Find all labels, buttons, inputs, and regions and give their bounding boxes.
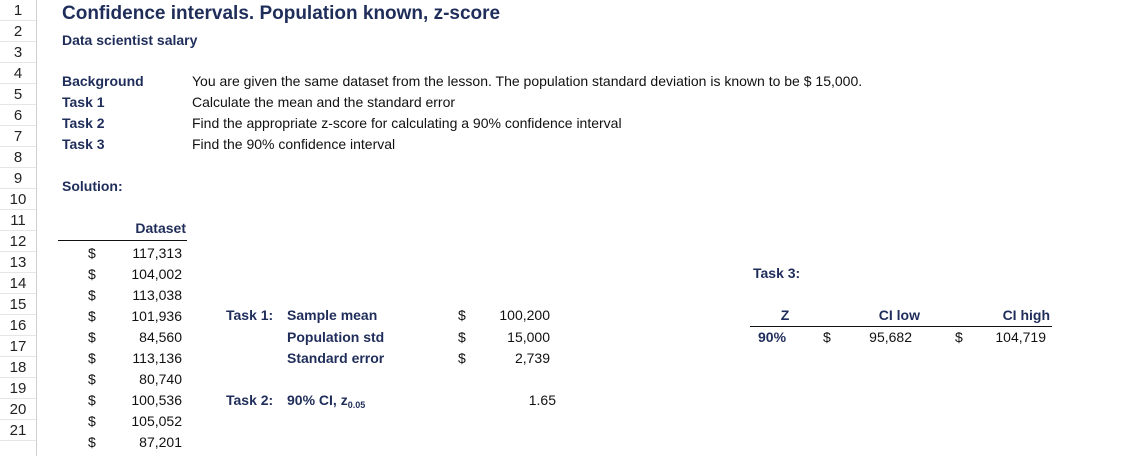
population-std-value[interactable]: 15,000 [507, 329, 550, 345]
row-number[interactable]: 20 [0, 399, 36, 420]
dataset-value[interactable]: 101,936 [131, 308, 182, 324]
population-std-label[interactable]: Population std [287, 329, 385, 345]
sheet-title[interactable]: Confidence intervals. Population known, … [62, 3, 501, 24]
row-number[interactable]: 3 [0, 42, 36, 63]
row-number[interactable]: 21 [0, 420, 36, 441]
dataset-value[interactable]: 117,313 [132, 245, 182, 261]
row-number[interactable]: 5 [0, 84, 36, 105]
ci-low-value[interactable]: 95,682 [869, 329, 912, 345]
dataset-currency[interactable]: $ [88, 287, 96, 303]
row-number[interactable]: 12 [0, 231, 36, 252]
task1-text[interactable]: Calculate the mean and the standard erro… [192, 94, 456, 110]
row-number[interactable]: 6 [0, 105, 36, 126]
z-score-label-main: 90% CI, z [287, 392, 348, 408]
dataset-value[interactable]: 105,052 [131, 413, 182, 429]
row-number[interactable]: 8 [0, 147, 36, 168]
row-number[interactable]: 2 [0, 21, 36, 42]
z-score-label[interactable]: 90% CI, z0.05 [287, 392, 366, 410]
task3-label[interactable]: Task 3 [62, 136, 105, 152]
dataset-currency[interactable]: $ [88, 413, 96, 429]
sample-mean-currency[interactable]: $ [458, 307, 466, 323]
standard-error-label[interactable]: Standard error [287, 350, 385, 366]
dataset-currency[interactable]: $ [88, 434, 96, 450]
row-number[interactable]: 7 [0, 126, 36, 147]
standard-error-value[interactable]: 2,739 [514, 350, 550, 366]
row-header-column: 1 2 3 4 5 6 7 8 9 10 11 12 13 14 15 16 1… [0, 0, 37, 456]
ci-low-header[interactable]: CI low [878, 307, 920, 323]
row-number[interactable]: 11 [0, 210, 36, 231]
sample-mean-label[interactable]: Sample mean [287, 307, 378, 323]
dataset-currency[interactable]: $ [88, 308, 96, 324]
row-number[interactable]: 4 [0, 63, 36, 84]
ci-low-currency[interactable]: $ [823, 329, 831, 345]
task3-header-underline [750, 326, 1052, 327]
dataset-value[interactable]: 84,560 [139, 329, 182, 345]
dataset-currency[interactable]: $ [88, 371, 96, 387]
row-number[interactable]: 1 [0, 0, 36, 21]
z-score-value[interactable]: 1.65 [528, 392, 556, 408]
task1-result-label[interactable]: Task 1: [226, 307, 274, 323]
row-number[interactable]: 14 [0, 273, 36, 294]
task3-text[interactable]: Find the 90% confidence interval [192, 136, 396, 152]
ci-high-value[interactable]: 104,719 [995, 329, 1046, 345]
task2-label[interactable]: Task 2 [62, 115, 105, 131]
ci-high-header[interactable]: CI high [1002, 307, 1050, 323]
row-number[interactable]: 13 [0, 252, 36, 273]
dataset-header-underline [58, 240, 187, 241]
row-number[interactable]: 15 [0, 294, 36, 315]
task3-result-label[interactable]: Task 3: [753, 265, 801, 281]
ci-high-currency[interactable]: $ [955, 329, 963, 345]
dataset-currency[interactable]: $ [88, 392, 96, 408]
z-level-value[interactable]: 90% [758, 329, 787, 345]
dataset-value[interactable]: 80,740 [139, 371, 182, 387]
sample-mean-value[interactable]: 100,200 [499, 307, 550, 323]
row-number[interactable]: 17 [0, 336, 36, 357]
dataset-currency[interactable]: $ [88, 350, 96, 366]
task2-text[interactable]: Find the appropriate z-score for calcula… [192, 115, 622, 131]
row-number[interactable]: 18 [0, 357, 36, 378]
dataset-currency[interactable]: $ [88, 245, 96, 261]
dataset-value[interactable]: 87,201 [139, 434, 182, 450]
dataset-currency[interactable]: $ [88, 329, 96, 345]
dataset-currency[interactable]: $ [88, 266, 96, 282]
row-number[interactable]: 9 [0, 168, 36, 189]
dataset-value[interactable]: 113,038 [132, 287, 182, 303]
solution-label[interactable]: Solution: [62, 178, 123, 194]
dataset-value[interactable]: 113,136 [132, 350, 182, 366]
dataset-header[interactable]: Dataset [135, 220, 186, 236]
row-number[interactable]: 10 [0, 189, 36, 210]
population-std-currency[interactable]: $ [458, 329, 466, 345]
z-header[interactable]: Z [780, 307, 790, 323]
task1-label[interactable]: Task 1 [62, 94, 105, 110]
dataset-value[interactable]: 100,536 [131, 392, 182, 408]
row-number[interactable]: 19 [0, 378, 36, 399]
z-score-label-subscript: 0.05 [347, 400, 366, 410]
sheet-subtitle[interactable]: Data scientist salary [62, 32, 198, 48]
standard-error-currency[interactable]: $ [458, 350, 466, 366]
row-number[interactable]: 16 [0, 315, 36, 336]
dataset-value[interactable]: 104,002 [131, 266, 182, 282]
background-label[interactable]: Background [62, 73, 144, 89]
background-text[interactable]: You are given the same dataset from the … [192, 73, 863, 89]
task2-result-label[interactable]: Task 2: [226, 392, 274, 408]
